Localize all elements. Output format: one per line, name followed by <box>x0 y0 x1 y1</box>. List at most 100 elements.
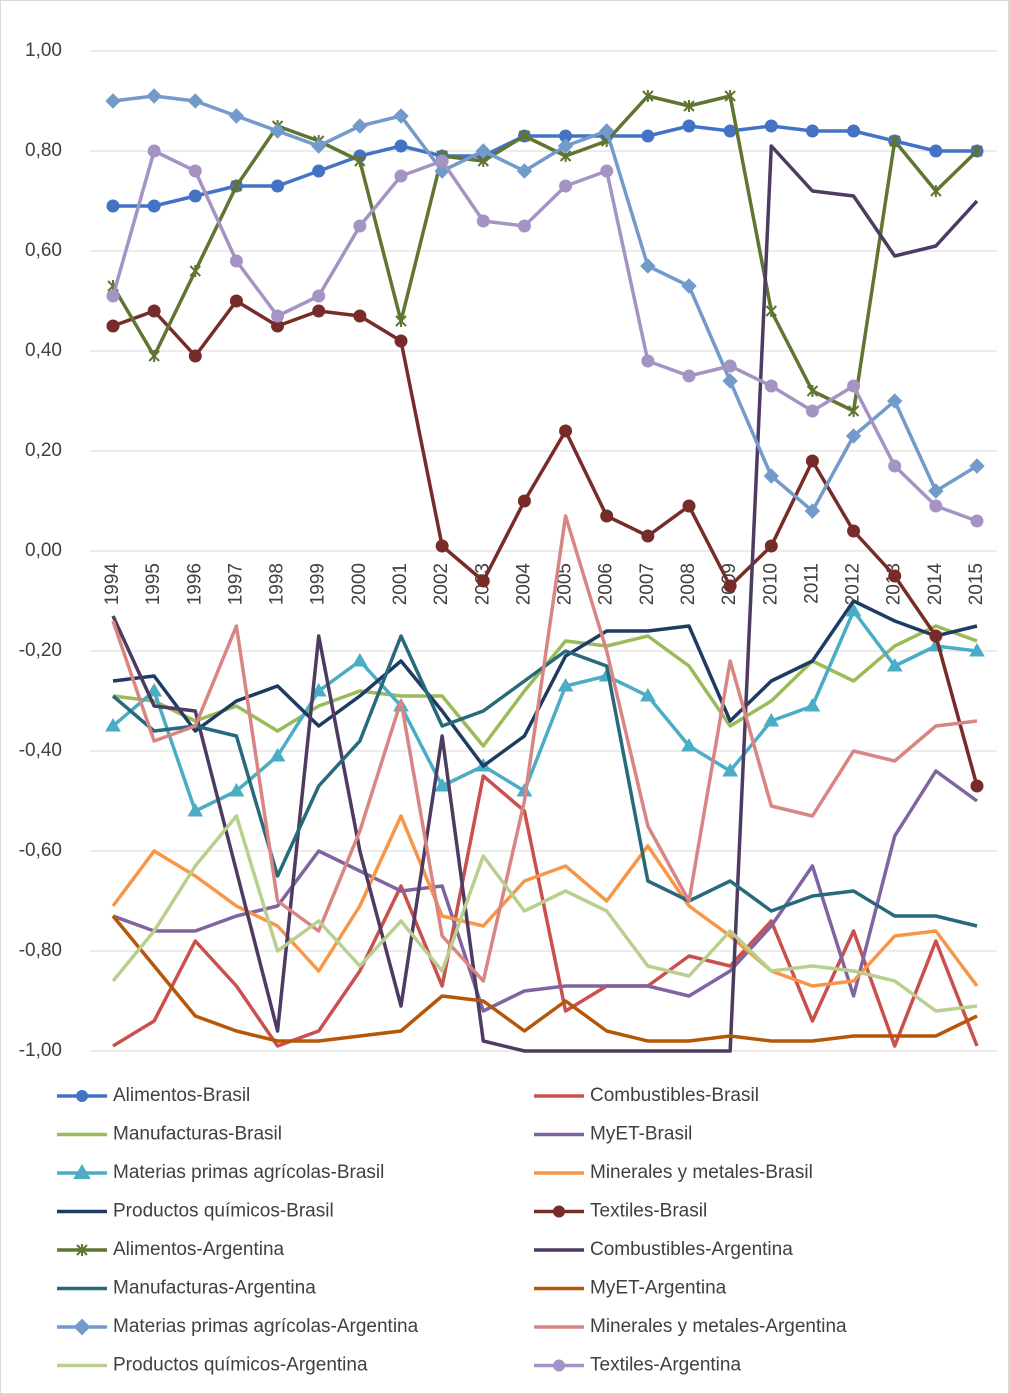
point <box>888 459 902 473</box>
x-tick-label: 2005 <box>555 563 576 605</box>
point <box>187 93 203 109</box>
x-tick-label: 2006 <box>596 563 617 605</box>
series-line <box>111 514 978 983</box>
x-tick-label: 2001 <box>390 563 411 605</box>
point <box>476 214 490 228</box>
point <box>683 100 695 112</box>
point <box>188 349 202 363</box>
point <box>641 354 655 368</box>
point <box>682 119 696 133</box>
legend-entry: Minerales y metales-Brasil <box>534 1162 813 1183</box>
point <box>435 154 449 168</box>
point <box>845 428 862 444</box>
point <box>724 90 736 102</box>
series-line <box>111 814 979 988</box>
point <box>847 379 861 393</box>
point <box>641 529 655 543</box>
point <box>764 119 778 133</box>
point <box>887 393 903 409</box>
series-line <box>111 149 978 523</box>
point <box>805 454 819 468</box>
point <box>559 179 573 193</box>
x-tick-label: 1997 <box>225 563 246 605</box>
x-tick-label: 2004 <box>513 563 534 606</box>
point <box>599 123 615 139</box>
legend-entry: MyET-Brasil <box>534 1124 692 1145</box>
legend-entry: Combustibles-Argentina <box>534 1239 793 1260</box>
legend-entry: Productos químicos-Argentina <box>57 1355 368 1376</box>
point <box>764 539 778 553</box>
legend-entry: Materias primas agrícolas-Brasil <box>57 1162 384 1183</box>
x-tick-label: 1994 <box>102 563 123 606</box>
point <box>188 164 202 178</box>
legend-entry: Combustibles-Brasil <box>534 1085 759 1106</box>
point <box>971 145 983 157</box>
legend-label: Textiles-Brasil <box>590 1201 707 1222</box>
point <box>557 138 574 154</box>
point <box>271 179 285 193</box>
point <box>804 503 821 519</box>
legend-label: Alimentos-Argentina <box>113 1239 285 1260</box>
point <box>929 144 943 158</box>
x-tick-label: 1998 <box>267 563 288 605</box>
point <box>517 494 531 508</box>
legend-label: Manufacturas-Argentina <box>113 1278 316 1299</box>
legend-label: Textiles-Argentina <box>590 1355 741 1376</box>
x-tick-label: 1996 <box>184 563 205 605</box>
series-line <box>112 769 979 1013</box>
point <box>395 315 407 327</box>
series-line <box>112 599 978 768</box>
point <box>930 185 942 197</box>
point <box>146 88 162 104</box>
legend-marker <box>553 1205 565 1218</box>
point <box>886 658 903 672</box>
point <box>188 189 202 203</box>
point <box>847 405 860 417</box>
series-line <box>111 144 979 1053</box>
point <box>310 683 327 697</box>
point <box>723 579 737 593</box>
point <box>148 350 160 362</box>
y-tick-label: 0,00 <box>25 540 62 561</box>
point <box>187 803 204 817</box>
point <box>845 603 862 617</box>
point <box>312 289 326 303</box>
series-line <box>112 299 979 787</box>
point <box>763 468 779 484</box>
legend-entry: Manufacturas-Argentina <box>57 1278 316 1299</box>
legend-label: Materias primas agrícolas-Argentina <box>113 1316 419 1337</box>
point <box>435 539 449 553</box>
point <box>970 779 984 793</box>
point <box>352 118 368 134</box>
x-tick-label: 2015 <box>966 563 987 605</box>
legend-entry: Textiles-Brasil <box>534 1201 707 1222</box>
series-line <box>111 814 978 1013</box>
point <box>105 93 121 109</box>
point <box>312 164 326 178</box>
point <box>600 164 614 178</box>
legend-entry: Textiles-Argentina <box>534 1355 741 1376</box>
point <box>722 373 738 389</box>
y-tick-label: 0,20 <box>25 440 62 461</box>
legend-label: MyET-Brasil <box>590 1124 692 1145</box>
y-tick-label: -0,80 <box>19 940 62 961</box>
point <box>105 718 121 732</box>
point <box>351 653 368 667</box>
point <box>312 304 326 318</box>
point <box>723 359 737 373</box>
point <box>516 163 533 179</box>
legend-label: Combustibles-Argentina <box>590 1239 793 1260</box>
point <box>805 124 819 138</box>
legend-marker <box>73 1318 91 1336</box>
point <box>146 683 163 697</box>
legend-entry: Alimentos-Argentina <box>57 1239 285 1260</box>
point <box>765 305 777 317</box>
point <box>763 713 780 727</box>
x-tick-label: 2008 <box>678 563 699 605</box>
series-line <box>112 774 979 1048</box>
point <box>559 424 573 438</box>
legend-label: Productos químicos-Brasil <box>113 1201 334 1222</box>
point <box>888 569 902 583</box>
point <box>106 289 120 303</box>
series-line <box>111 914 978 1043</box>
